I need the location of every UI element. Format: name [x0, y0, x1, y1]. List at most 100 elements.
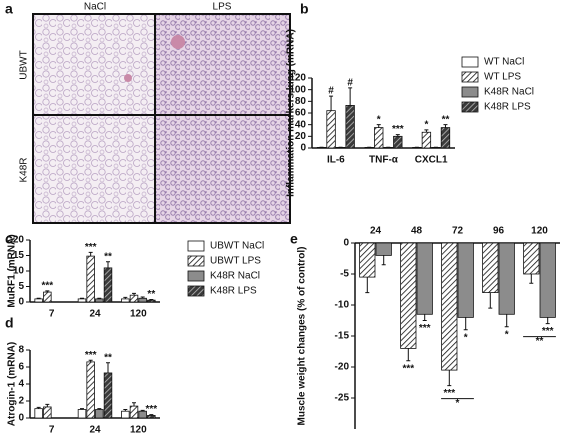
bar	[523, 242, 540, 275]
x-tick-label: 120	[531, 226, 548, 237]
significance-label: **	[442, 114, 450, 125]
y-axis-label: MuRF1 (mRNA)	[7, 234, 18, 307]
error-bar	[80, 408, 84, 410]
micrograph-image	[33, 14, 155, 115]
bar	[326, 110, 336, 149]
significance-label: **	[104, 352, 112, 363]
y-tick-label: 2	[18, 396, 24, 407]
y-axis-label: Muscle weight changes (% of control)	[297, 247, 308, 426]
vessel	[124, 74, 132, 82]
bar	[400, 242, 417, 349]
legend-swatch	[187, 240, 205, 252]
x-tick-label: CXCL1	[415, 155, 448, 166]
error-bar	[45, 403, 50, 407]
bar	[129, 294, 139, 303]
bar	[103, 372, 113, 419]
y-tick-label: 20	[13, 235, 25, 246]
y-axis-label: Atrogin-1 (mRNA)	[7, 342, 18, 426]
y-tick-label: -20	[335, 362, 350, 373]
y-tick-label: 15	[13, 250, 25, 261]
y-tick-label: -10	[335, 300, 350, 311]
bar	[121, 410, 130, 419]
bar	[498, 242, 515, 315]
y-tick-label: 20	[295, 131, 307, 142]
error-bar	[395, 134, 400, 137]
error-bar	[80, 297, 84, 299]
micrograph-image	[33, 115, 155, 223]
bar	[121, 298, 130, 303]
error-bar	[88, 251, 93, 257]
x-tick-label: TNF-α	[369, 155, 399, 166]
error-bar	[123, 409, 128, 412]
significance-label: *	[464, 332, 468, 343]
x-tick-label: 7	[49, 425, 55, 434]
bar	[416, 242, 433, 315]
significance-label: *	[505, 329, 509, 340]
error-bar	[422, 314, 427, 321]
row-label: K48R	[19, 157, 30, 182]
legend-swatch	[461, 86, 479, 98]
error-bar	[88, 359, 93, 362]
significance-label: ***	[419, 323, 431, 334]
bar	[43, 291, 52, 303]
bar	[86, 361, 95, 419]
legend-label: WT LPS	[484, 72, 521, 83]
x-tick-label: 72	[452, 226, 464, 237]
legend-label: UBWT LPS	[210, 256, 261, 267]
panel-label: a	[5, 1, 13, 17]
grid-frame	[32, 13, 291, 224]
error-bar	[149, 414, 154, 416]
panel-label: d	[5, 315, 14, 331]
error-bar	[106, 261, 110, 268]
bar	[138, 297, 147, 303]
bar	[482, 242, 499, 293]
comparison-label: **	[536, 336, 544, 347]
y-tick-label: 0	[18, 297, 24, 308]
y-tick-label: 0	[343, 238, 349, 249]
bar	[539, 242, 556, 318]
row-label: UBWT	[19, 50, 30, 79]
significance-label: **	[104, 251, 112, 262]
legend-swatch	[461, 56, 479, 68]
y-tick-label: 10	[13, 266, 25, 277]
column-label: LPS	[213, 2, 232, 13]
panel-label: e	[290, 231, 298, 247]
legend-label: K48R NaCl	[484, 87, 534, 98]
bar	[393, 135, 403, 149]
significance-label: ***	[85, 242, 97, 253]
x-tick-label: 48	[411, 226, 423, 237]
y-tick-label: 4	[18, 379, 24, 390]
significance-label: ***	[392, 124, 404, 135]
error-bar	[36, 297, 41, 299]
error-bar	[488, 292, 493, 309]
legend-swatch	[461, 71, 479, 83]
significance-label: ***	[542, 326, 554, 337]
bar	[147, 415, 156, 419]
error-bar	[406, 348, 411, 362]
significance-label: ***	[41, 280, 53, 291]
error-bar	[376, 124, 381, 128]
significance-label: **	[147, 289, 155, 300]
y-axis-label: Inflammation markers lung (mRNA)	[286, 29, 297, 197]
comparison-label: *	[456, 398, 460, 409]
significance-label: *	[377, 114, 381, 125]
column-label: NaCl	[84, 2, 106, 13]
error-bar	[140, 409, 145, 412]
legend-label: K48R LPS	[210, 286, 257, 297]
panel-label: c	[5, 231, 13, 247]
error-bar	[463, 317, 468, 331]
y-tick-label: 40	[295, 119, 307, 130]
y-tick-label: -5	[340, 269, 349, 280]
error-bar	[424, 129, 429, 133]
bar	[43, 406, 52, 419]
bar	[441, 242, 458, 371]
error-bar	[123, 296, 128, 299]
significance-label: ***	[85, 350, 97, 361]
error-bar	[149, 299, 154, 301]
error-bar	[132, 402, 136, 407]
y-tick-label: 80	[295, 96, 307, 107]
bar	[457, 242, 474, 318]
error-bar	[443, 124, 448, 128]
x-tick-label: 24	[89, 425, 101, 434]
